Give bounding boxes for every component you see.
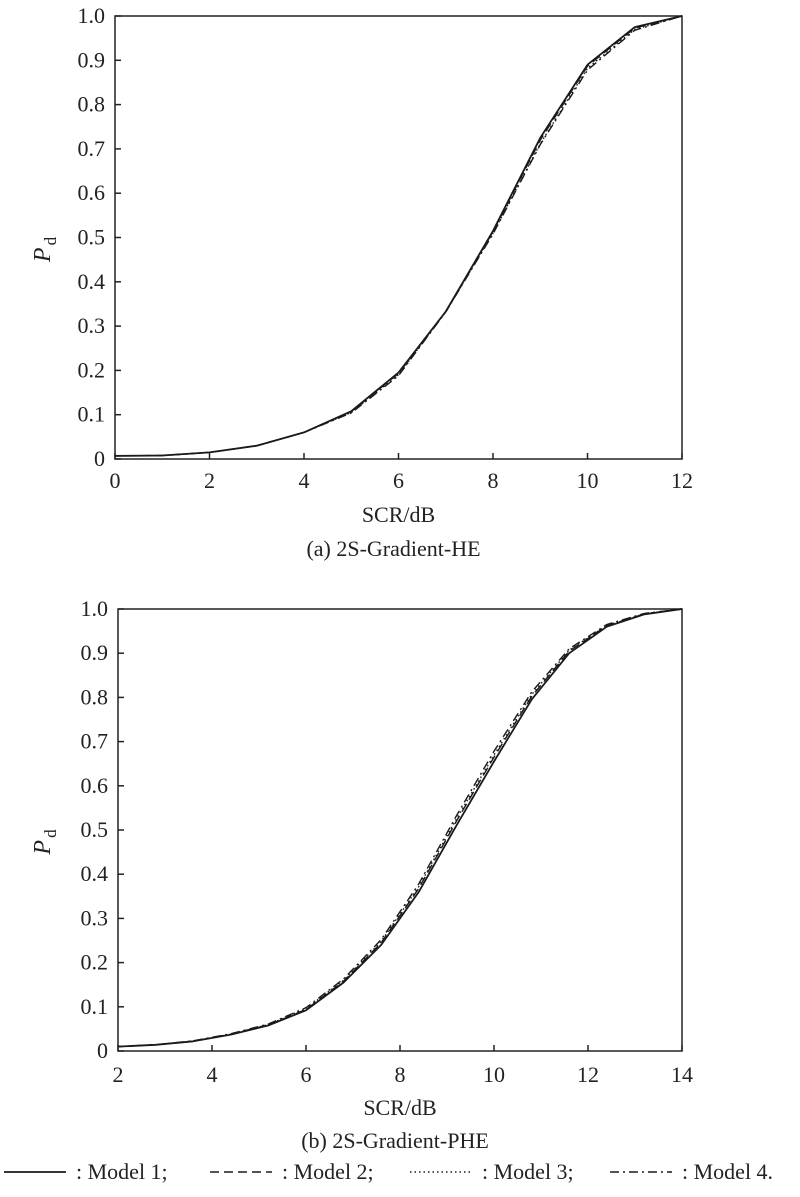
series-line-model-1 xyxy=(117,608,683,1048)
y-tick-label: 1.0 xyxy=(81,596,109,621)
chart-caption: (b) 2S-Gradient-PHE xyxy=(301,1128,489,1153)
x-axis-label: SCR/dB xyxy=(362,502,435,527)
series-line-model-2 xyxy=(117,608,683,1048)
y-tick-label: 1.0 xyxy=(78,3,106,28)
series-line-model-2 xyxy=(114,15,683,457)
chart-caption: (a) 2S-Gradient-HE xyxy=(306,536,480,561)
y-axis-label-subscript: d xyxy=(41,829,60,838)
series-line-model-3 xyxy=(114,15,683,457)
legend-label: : Model 2; xyxy=(282,1159,374,1184)
y-tick-label: 0.6 xyxy=(81,773,109,798)
y-axis-label-subscript: d xyxy=(41,236,60,245)
x-tick-label: 12 xyxy=(671,468,693,493)
y-axis-label: Pd xyxy=(30,829,60,856)
y-tick-label: 0.6 xyxy=(78,180,106,205)
x-tick-label: 10 xyxy=(577,468,599,493)
y-axis-label-main: P xyxy=(30,247,56,263)
series-line-model-4 xyxy=(114,15,683,457)
x-tick-label: 14 xyxy=(671,1062,693,1087)
x-tick-label: 8 xyxy=(395,1062,406,1087)
x-tick-label: 6 xyxy=(393,468,404,493)
y-tick-label: 0.2 xyxy=(81,950,109,975)
y-axis-label: Pd xyxy=(30,236,60,263)
series-line-model-1 xyxy=(114,15,683,457)
y-tick-label: 0.1 xyxy=(81,994,109,1019)
y-tick-label: 0.1 xyxy=(78,402,106,427)
y-tick-label: 0.7 xyxy=(78,136,106,161)
plot-frame xyxy=(114,15,683,460)
y-tick-label: 0.8 xyxy=(78,92,106,117)
series-line-model-3 xyxy=(117,608,683,1048)
legend: : Model 1; : Model 2; : Model 3; : Model 4. xyxy=(4,1159,773,1184)
x-tick-label: 8 xyxy=(488,468,499,493)
x-tick-label: 4 xyxy=(299,468,310,493)
x-axis-label: SCR/dB xyxy=(363,1095,436,1120)
plot-frame xyxy=(117,608,683,1052)
chart-panel-b: 0 0.1 0.2 0.3 0.4 0.5 0.6 0.7 0.8 0.9 1.0 2 4 6 8 10 12 1… xyxy=(30,596,693,1153)
legend-label: : Model 4. xyxy=(682,1159,773,1184)
x-tick-label: 4 xyxy=(207,1062,218,1087)
y-tick-label: 0.9 xyxy=(81,640,109,665)
y-tick-label: 0.7 xyxy=(81,729,109,754)
x-tick-label: 2 xyxy=(113,1062,124,1087)
legend-label: : Model 1; xyxy=(76,1159,168,1184)
x-tick-label: 2 xyxy=(204,468,215,493)
y-axis-label-main: P xyxy=(30,840,56,856)
y-tick-label: 0.3 xyxy=(78,313,106,338)
y-tick-label: 0 xyxy=(94,446,105,471)
legend-label: : Model 3; xyxy=(482,1159,574,1184)
y-tick-label: 0.4 xyxy=(81,861,109,886)
y-tick-label: 0.5 xyxy=(78,225,106,250)
y-tick-label: 0 xyxy=(97,1038,108,1063)
series-line-model-4 xyxy=(117,608,683,1048)
chart-panel-a: 0 0.1 0.2 0.3 0.4 0.5 0.6 0.7 0.8 0.9 1.0 0 2 4 6 8 10 12… xyxy=(30,3,693,561)
x-tick-label: 10 xyxy=(483,1062,505,1087)
y-tick-label: 0.9 xyxy=(78,47,106,72)
y-tick-label: 0.3 xyxy=(81,905,109,930)
y-tick-label: 0.2 xyxy=(78,357,106,382)
y-tick-label: 0.4 xyxy=(78,269,106,294)
x-tick-label: 12 xyxy=(577,1062,599,1087)
x-tick-label: 6 xyxy=(301,1062,312,1087)
x-tick-label: 0 xyxy=(110,468,121,493)
y-tick-label: 0.8 xyxy=(81,684,109,709)
y-tick-label: 0.5 xyxy=(81,817,109,842)
